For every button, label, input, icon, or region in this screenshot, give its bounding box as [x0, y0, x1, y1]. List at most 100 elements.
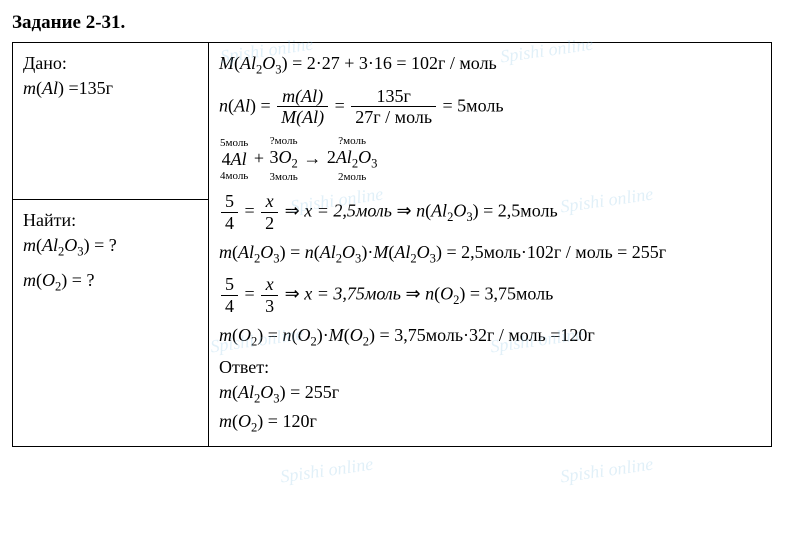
- species: Al: [320, 242, 336, 262]
- fn-n: n: [425, 284, 434, 304]
- fraction: x2: [261, 191, 278, 233]
- sub: 3: [355, 251, 361, 265]
- eq-bot: 4моль: [220, 171, 248, 182]
- frac-den: 2: [261, 213, 278, 234]
- species: O: [358, 147, 371, 167]
- eq: =: [330, 95, 349, 115]
- arg: Al: [42, 235, 58, 255]
- species: O: [440, 284, 453, 304]
- arrow-icon: →: [299, 148, 326, 168]
- implies: ⇒: [280, 284, 304, 304]
- eq: =: [263, 325, 282, 345]
- fn-m: m: [219, 411, 232, 431]
- species: O: [453, 201, 466, 221]
- sol-line-n-al: n(Al) = m(Al)M(Al) = 135г27г / моль = 5м…: [219, 86, 761, 128]
- sub: 2: [251, 334, 257, 348]
- species: O: [238, 411, 251, 431]
- fraction: 54: [221, 191, 238, 233]
- val-135: 135г: [79, 78, 113, 98]
- species: Al: [336, 147, 352, 167]
- val: = 2,5моль·102г / моль = 255г: [442, 242, 666, 262]
- val: = 255г: [286, 382, 340, 402]
- sub: 3: [273, 251, 279, 265]
- frac-den: 3: [261, 296, 278, 317]
- watermark: Spishi online: [279, 454, 375, 488]
- sub: 3: [466, 210, 472, 224]
- eq-top: 5моль: [220, 138, 248, 149]
- species: Al: [394, 242, 410, 262]
- fn-n: n: [305, 242, 314, 262]
- find-line-2: m(O2) = ?: [23, 270, 198, 295]
- fn-n: n: [416, 201, 425, 221]
- fraction: 135г27г / моль: [351, 86, 436, 128]
- coef: 3: [270, 147, 279, 167]
- coef: 4: [222, 149, 231, 169]
- species: Al: [231, 149, 247, 169]
- eq: =: [286, 242, 305, 262]
- solution-cell: M(Al2O3) = 2·27 + 3·16 = 102г / моль n(A…: [209, 43, 772, 447]
- arg-al: Al: [42, 78, 58, 98]
- task-title: Задание 2-31.: [12, 12, 774, 34]
- fn-m: m: [219, 242, 232, 262]
- species: Al: [238, 382, 254, 402]
- fn-m: m: [219, 382, 232, 402]
- fraction: 54: [221, 274, 238, 316]
- sub: 3: [430, 251, 436, 265]
- val: = 3,75моль: [465, 284, 553, 304]
- solution-table: Дано: m(Al) =135г M(Al2O3) = 2·27 + 3·16…: [12, 42, 772, 447]
- var-m: m: [23, 78, 36, 98]
- fn-n: n: [219, 95, 228, 115]
- implies: ⇒: [392, 201, 416, 221]
- val-5mol: = 5моль: [438, 95, 504, 115]
- x-val: x = 3,75моль: [304, 284, 401, 304]
- eq: =: [240, 284, 259, 304]
- eq: =: [240, 201, 259, 221]
- calc-102: = 2·27 + 3·16 = 102г / моль: [288, 53, 497, 73]
- frac-num: x: [261, 191, 278, 213]
- answer-1: m(Al2O3) = 255г: [219, 382, 761, 407]
- eq-bot: 2моль: [327, 172, 378, 183]
- x-val: x = 2,5моль: [304, 201, 392, 221]
- eq: =: [256, 95, 275, 115]
- sub: 2: [292, 157, 298, 171]
- arg: O: [64, 235, 77, 255]
- answer-label: Ответ:: [219, 357, 761, 378]
- fn-M: M: [219, 53, 234, 73]
- species: O: [342, 242, 355, 262]
- fn-n: n: [282, 325, 291, 345]
- sol-line-m-al2o3: m(Al2O3) = n(Al2O3)·M(Al2O3) = 2,5моль·1…: [219, 242, 761, 267]
- species: Al: [431, 201, 447, 221]
- fn-M: M: [373, 242, 388, 262]
- frac-den: M(Al): [277, 107, 328, 128]
- species: O: [260, 242, 273, 262]
- frac-num: 135г: [351, 86, 436, 108]
- eq-top: ?моль: [327, 136, 378, 147]
- fraction: m(Al)M(Al): [277, 86, 328, 128]
- find-label: Найти:: [23, 210, 198, 231]
- implies: ⇒: [401, 284, 425, 304]
- fn-M: M: [329, 325, 344, 345]
- coef: 2: [327, 147, 336, 167]
- species: O: [417, 242, 430, 262]
- frac-den: 27г / моль: [351, 107, 436, 128]
- sub: 3: [77, 245, 83, 259]
- sub: 2: [453, 293, 459, 307]
- sub: 2: [251, 421, 257, 435]
- given-line-1: m(Al) =135г: [23, 78, 198, 99]
- frac-num: x: [261, 274, 278, 296]
- plus: +: [249, 148, 268, 168]
- arg: O: [42, 270, 55, 290]
- frac-num: m(Al): [277, 86, 328, 108]
- species: O: [238, 325, 251, 345]
- find-line-1: m(Al2O3) = ?: [23, 235, 198, 260]
- fn-m: m: [219, 325, 232, 345]
- answer-2: m(O2) = 120г: [219, 411, 761, 436]
- species: O: [279, 147, 292, 167]
- var-m: m: [23, 235, 36, 255]
- val: = 120г: [263, 411, 317, 431]
- sol-line-x1: 54 = x2 ⇒ x = 2,5моль ⇒ n(Al2O3) = 2,5мо…: [219, 191, 761, 233]
- question: = ?: [67, 270, 94, 290]
- species: Al: [238, 242, 254, 262]
- frac-num: 5: [221, 274, 238, 296]
- given-cell: Дано: m(Al) =135г: [13, 43, 209, 200]
